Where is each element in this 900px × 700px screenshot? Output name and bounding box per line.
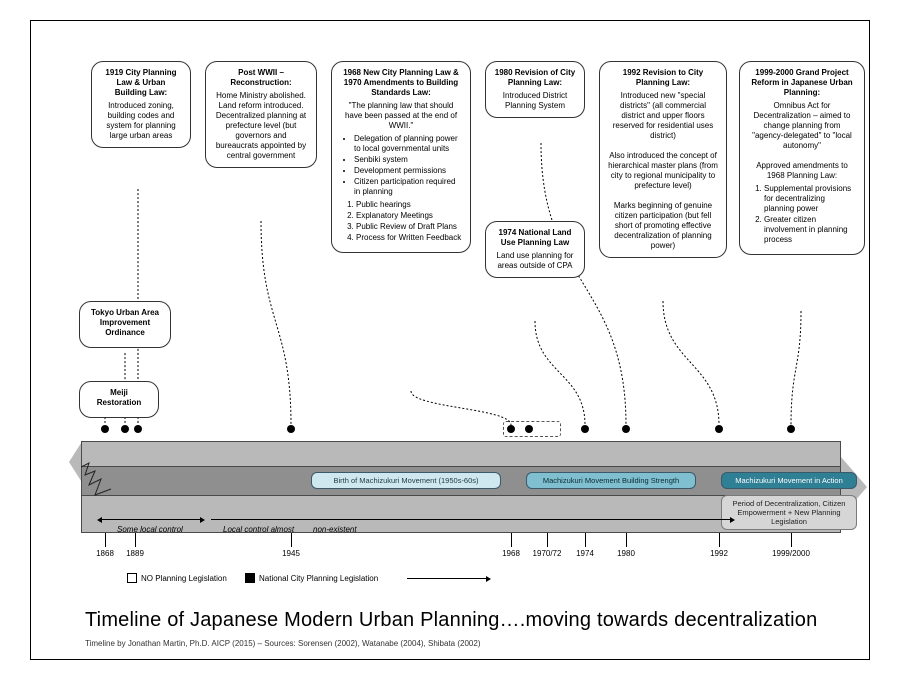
callout-body: Introduced District Planning System [494, 91, 576, 111]
swatch-filled [245, 573, 255, 583]
year-tick [291, 533, 292, 547]
callout-lead: "The planning law that should have been … [340, 101, 462, 131]
callout-1992: 1992 Revision to City Planning Law: Intro… [599, 61, 727, 258]
event-dot [121, 425, 129, 433]
bullet-item: Senbiki system [354, 155, 462, 165]
movement-band: Birth of Machizukuri Movement (1950s-60s… [311, 472, 501, 489]
numbered-item: Process for Written Feedback [356, 233, 462, 243]
year-tick [105, 533, 106, 547]
numbered-item: Greater citizen involvement in planning … [764, 215, 856, 245]
bullet-item: Citizen participation required in planni… [354, 177, 462, 197]
numbered-item: Public hearings [356, 200, 462, 210]
callout-bullets: Delegation of planning power to local go… [354, 134, 462, 197]
legend-arrow [407, 578, 487, 579]
callout-body: Land use planning for areas outside of C… [494, 251, 576, 271]
year-label: 1992 [710, 549, 728, 558]
strip-jag-icon [81, 461, 121, 501]
year-label: 1968 [502, 549, 520, 558]
callout-lead: Omnibus Act for Decentralization – aimed… [748, 101, 856, 181]
movement-band: Machizukuri Movement in Action [721, 472, 857, 489]
event-dot [134, 425, 142, 433]
callout-1968: 1968 New City Planning Law & 1970 Amendm… [331, 61, 471, 253]
event-dot [715, 425, 723, 433]
callout-title: 1992 Revision to City Planning Law: [608, 68, 718, 88]
legend-no-planning: NO Planning Legislation [127, 573, 227, 583]
year-label: 1889 [126, 549, 144, 558]
connector-line [791, 311, 801, 425]
callout-numbered: Supplemental provisions for decentralizi… [764, 184, 856, 245]
callout-title: 1919 City Planning Law & Urban Building … [100, 68, 182, 98]
year-tick [511, 533, 512, 547]
year-label: 1970/72 [533, 549, 562, 558]
year-label: 1980 [617, 549, 635, 558]
year-label: 1945 [282, 549, 300, 558]
callout-title: Tokyo Urban Area Improvement Ordinance [88, 308, 162, 338]
connector-line [663, 301, 719, 425]
diagram-title: Timeline of Japanese Modern Urban Planni… [85, 609, 817, 632]
callout-1919: 1919 City Planning Law & Urban Building … [91, 61, 191, 148]
callout-title: 1974 National Land Use Planning Law [494, 228, 576, 248]
year-tick [135, 533, 136, 547]
event-dot [525, 425, 533, 433]
event-dot [287, 425, 295, 433]
strip-annotation: Local control almost [223, 525, 294, 534]
callout-1974: 1974 National Land Use Planning Law Land … [485, 221, 585, 278]
strip-annotation: Some local control [117, 525, 183, 534]
legend-national-planning: National City Planning Legislation [245, 573, 378, 583]
callout-numbered: Public hearingsExplanatory MeetingsPubli… [356, 200, 462, 243]
event-dot [101, 425, 109, 433]
callout-postww2: Post WWII – Reconstruction: Home Ministry… [205, 61, 317, 168]
connector-line [411, 391, 511, 425]
movement-band: Period of Decentralization, Citizen Empo… [721, 495, 857, 530]
swatch-empty [127, 573, 137, 583]
annotation-arrow [211, 519, 731, 520]
year-tick [585, 533, 586, 547]
numbered-item: Supplemental provisions for decentralizi… [764, 184, 856, 214]
callout-title: Post WWII – Reconstruction: [214, 68, 308, 88]
callout-meiji: Meiji Restoration [79, 381, 159, 418]
legend-label: NO Planning Legislation [141, 574, 227, 583]
callout-tokyo-ord: Tokyo Urban Area Improvement Ordinance [79, 301, 171, 348]
callout-body: Introduced new "special districts" (all … [608, 91, 718, 251]
bullet-item: Development permissions [354, 166, 462, 176]
year-tick [719, 533, 720, 547]
strip-annotation: non-existent [313, 525, 357, 534]
callout-title: 1999-2000 Grand Project Reform in Japane… [748, 68, 856, 98]
legend-label: National City Planning Legislation [259, 574, 378, 583]
year-tick [791, 533, 792, 547]
movement-band: Machizukuri Movement Building Strength [526, 472, 696, 489]
diagram-credit: Timeline by Jonathan Martin, Ph.D. AICP … [85, 639, 480, 648]
year-label: 1868 [96, 549, 114, 558]
connector-line [261, 221, 291, 425]
callout-title: Meiji Restoration [88, 388, 150, 408]
callout-1999: 1999-2000 Grand Project Reform in Japane… [739, 61, 865, 255]
year-tick [547, 533, 548, 547]
numbered-item: Public Review of Draft Plans [356, 222, 462, 232]
diagram-canvas: Birth of Machizukuri Movement (1950s-60s… [30, 20, 870, 660]
event-dot [581, 425, 589, 433]
bullet-item: Delegation of planning power to local go… [354, 134, 462, 154]
callout-title: 1968 New City Planning Law & 1970 Amendm… [340, 68, 462, 98]
callout-body: Home Ministry abolished. Land reform int… [214, 91, 308, 161]
connector-line [535, 321, 585, 425]
callout-title: 1980 Revision of City Planning Law: [494, 68, 576, 88]
event-dot [787, 425, 795, 433]
annotation-arrow [101, 519, 201, 520]
year-tick [626, 533, 627, 547]
callout-1980: 1980 Revision of City Planning Law: Intro… [485, 61, 585, 118]
event-dot [622, 425, 630, 433]
year-label: 1974 [576, 549, 594, 558]
event-dot [507, 425, 515, 433]
year-label: 1999/2000 [772, 549, 810, 558]
callout-body: Introduced zoning, building codes and sy… [100, 101, 182, 141]
numbered-item: Explanatory Meetings [356, 211, 462, 221]
